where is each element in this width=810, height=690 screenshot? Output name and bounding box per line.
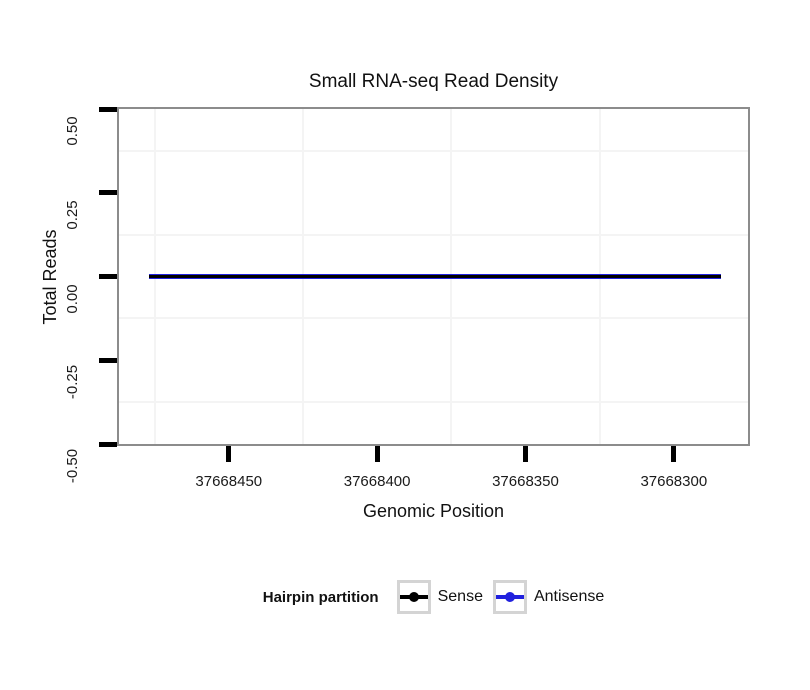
- y-axis-tick-label: 0.25: [64, 200, 81, 230]
- y-axis-tick-label: 0.50: [64, 116, 81, 146]
- series-line-sense: [148, 275, 722, 278]
- legend-item-sense: Sense: [396, 580, 483, 614]
- chart-title: Small RNA-seq Read Density: [308, 71, 559, 92]
- y-minor-gridline: [119, 401, 748, 404]
- x-axis-tick: [374, 446, 380, 462]
- y-axis-tick-label: -0.25: [64, 365, 81, 400]
- legend-key-dot-icon: [504, 592, 515, 602]
- legend-entry-label: Sense: [437, 588, 483, 605]
- y-axis-tick-label: 0.00: [64, 283, 81, 314]
- y-axis-tick: [99, 106, 117, 112]
- x-axis-tick-label: 37668450: [195, 473, 263, 490]
- legend-entry-label: Antisense: [533, 588, 605, 605]
- x-axis-tick: [671, 446, 677, 462]
- x-axis-tick: [522, 446, 528, 462]
- y-minor-gridline: [119, 233, 748, 236]
- legend-title: Hairpin partition: [262, 588, 379, 606]
- legend: Hairpin partition Sense Antisense: [117, 580, 750, 614]
- legend-key-sense: [396, 580, 431, 614]
- y-axis-tick: [99, 274, 117, 279]
- x-axis-tick-label: 37668300: [640, 473, 708, 490]
- x-axis-tick-label: 37668350: [492, 473, 559, 490]
- y-axis-title: Total Reads: [40, 229, 60, 325]
- y-axis-tick: [99, 190, 117, 196]
- y-axis-tick: [99, 357, 117, 363]
- x-axis-tick: [226, 446, 232, 462]
- y-minor-gridline: [119, 317, 748, 320]
- y-minor-gridline: [119, 149, 748, 152]
- y-axis-tick: [99, 441, 117, 447]
- y-axis-tick-label: -0.50: [64, 448, 81, 484]
- x-axis-title: Genomic Position: [362, 501, 505, 521]
- legend-key-antisense: [492, 580, 527, 614]
- legend-item-antisense: Antisense: [492, 580, 605, 614]
- plot-panel: [117, 107, 750, 446]
- legend-key-dot-icon: [408, 592, 419, 602]
- x-axis-tick-label: 37668400: [343, 473, 411, 490]
